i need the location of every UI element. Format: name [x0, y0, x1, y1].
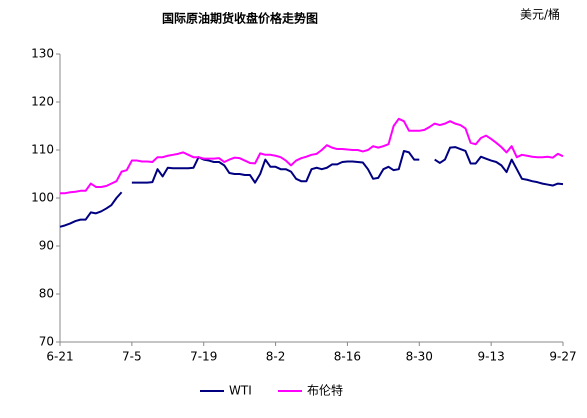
legend-label: WTI: [229, 384, 252, 398]
y-tick-label: 90: [39, 239, 54, 253]
y-tick-label: 70: [39, 335, 54, 349]
y-tick-label: 130: [31, 47, 54, 61]
y-tick-label: 100: [31, 191, 54, 205]
y-tick-label: 80: [39, 287, 54, 301]
x-tick-label: 9-27: [549, 350, 576, 364]
series-line: [60, 117, 564, 195]
y-tick-label: 110: [31, 143, 54, 157]
x-tick-label: 7-5: [122, 350, 142, 364]
series-line: [59, 146, 564, 228]
y-tick-label: 120: [31, 95, 54, 109]
x-tick-label: 8-16: [334, 350, 361, 364]
x-tick-label: 8-2: [266, 350, 286, 364]
legend-label: 布伦特: [307, 383, 343, 398]
unit-label: 美元/桶: [520, 7, 560, 22]
x-tick-label: 6-21: [46, 350, 73, 364]
x-tick-label: 9-13: [478, 350, 505, 364]
x-tick-label: 7-19: [190, 350, 217, 364]
x-tick-label: 8-30: [406, 350, 433, 364]
chart-title: 国际原油期货收盘价格走势图: [162, 11, 318, 26]
